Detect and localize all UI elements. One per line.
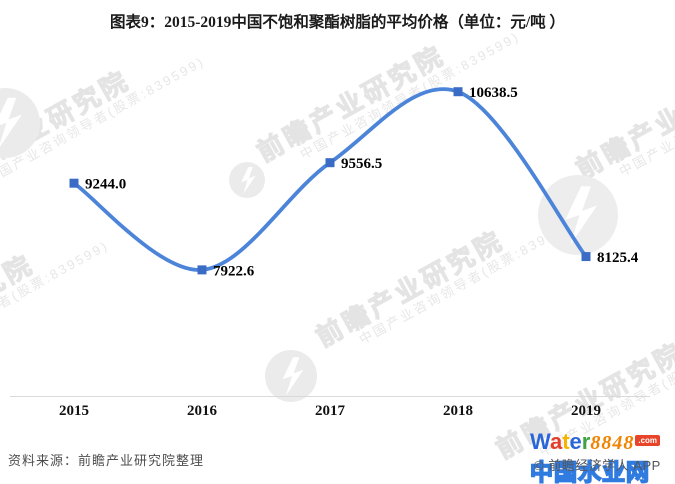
data-point-marker: [197, 265, 207, 275]
chart-title: 图表9：2015-2019中国不饱和聚酯树脂的平均价格（单位：元/吨 ）: [109, 14, 566, 31]
water8848-wordmark: Water8848 .com: [530, 429, 661, 454]
data-point-label: 10638.5: [469, 85, 518, 101]
water8848-logo: Water8848 .com 中国水业网 © 前瞻经济学人 APP: [528, 429, 674, 484]
water8848-number: 8848: [590, 432, 635, 454]
copyright-watermark: © 前瞻经济学人 APP: [534, 458, 661, 473]
data-point-label: 9244.0: [85, 177, 126, 193]
water8848-word: Water: [530, 429, 590, 454]
x-axis-tick-label: 2015: [59, 403, 89, 419]
water8848-tagline-row: 中国水业网 © 前瞻经济学人 APP: [528, 451, 674, 484]
logo-letter: a: [549, 429, 563, 454]
x-axis-tick-label: 2019: [571, 403, 601, 419]
data-point-label: 9556.5: [341, 156, 382, 172]
data-point-marker: [325, 158, 335, 168]
x-axis-tick-label: 2016: [187, 403, 218, 419]
logo-letter: e: [569, 429, 582, 454]
x-axis-tick-label: 2018: [443, 403, 473, 419]
source-note: 资料来源：前瞻产业研究院整理: [8, 453, 205, 468]
logo-letter: W: [530, 429, 550, 454]
data-point-marker: [453, 87, 463, 97]
site-name-text: 中国水业网: [529, 458, 650, 484]
data-point-marker: [581, 252, 591, 262]
water8848-tld-badge: .com: [635, 435, 661, 446]
data-point-label: 8125.4: [597, 250, 639, 266]
data-point-marker: [69, 178, 79, 188]
data-point-label: 7922.6: [213, 263, 255, 279]
x-axis-tick-label: 2017: [315, 403, 346, 419]
logo-letter: t: [562, 429, 570, 454]
price-line-series: [72, 87, 588, 272]
logo-letter: r: [581, 429, 591, 454]
